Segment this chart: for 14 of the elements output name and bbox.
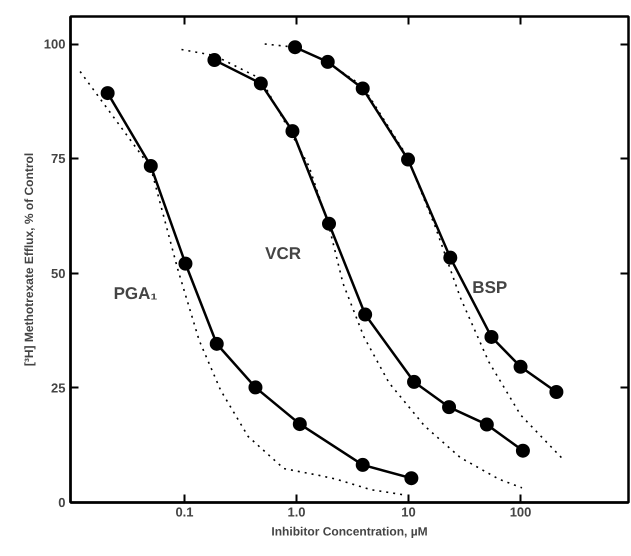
x-axis-title: Inhibitor Concentration, µM — [271, 524, 428, 538]
x-tick-label: 1.0 — [287, 504, 306, 520]
y-tick-label: 50 — [51, 266, 66, 281]
y-axis-title: [³H] Methotrexate Efflux, % of Control — [22, 152, 36, 366]
series-label: BSP — [472, 278, 508, 298]
x-tick-label: 100 — [510, 504, 532, 520]
y-tick-label: 25 — [51, 380, 66, 396]
series-label: VCR — [265, 244, 302, 264]
y-tick-label: 75 — [51, 151, 66, 166]
x-tick-label: 0.1 — [175, 504, 194, 520]
x-tick-label: 10 — [401, 504, 416, 520]
y-tick-label: 100 — [44, 36, 66, 52]
series-label: PGA₁ — [114, 284, 158, 304]
y-tick-label: 0 — [58, 495, 66, 510]
